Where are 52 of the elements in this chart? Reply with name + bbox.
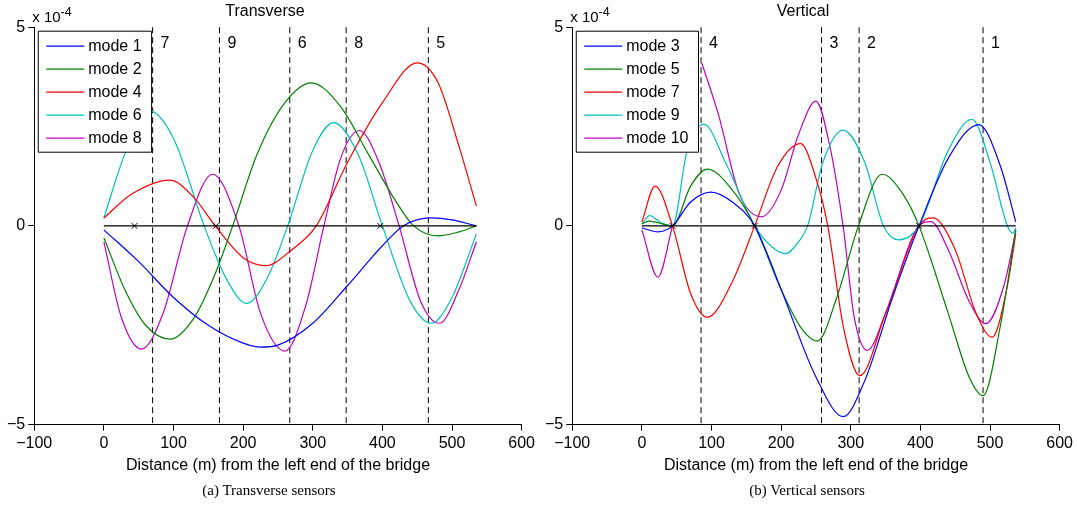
x-tick-label: 400 [369,433,396,451]
legend-label: mode 10 [626,128,689,146]
x-tick-label: 100 [698,433,725,451]
text: (a) Transverse sensors [201,482,337,499]
x-tick-label: −100 [16,433,53,451]
legend-label: mode 5 [626,59,680,77]
y-tick-label: 5 [16,17,26,35]
x-tick-label: 600 [508,433,536,451]
annotation: 1 [991,33,1001,51]
legend-label: mode 8 [88,128,142,146]
x-tick-label: 0 [637,433,647,451]
legend-label: mode 7 [626,82,680,100]
annotation: 5 [436,33,446,51]
text: x 10$^{-4}$ [32,5,72,26]
x-tick-label: 200 [229,433,257,451]
y-tick-label: −5 [6,415,26,433]
legend-label: mode 6 [88,105,142,123]
annotation: 2 [867,33,877,51]
y-tick-label: −5 [544,415,564,433]
x-tick-label: 500 [976,433,1004,451]
annotation: 7 [160,33,170,51]
x-tick-label: 400 [907,433,934,451]
legend-label: mode 1 [88,36,142,54]
x-tick-label: 300 [299,433,327,451]
x-tick-label: 0 [99,433,109,451]
annotation: 9 [227,33,237,51]
y-tick-label: 0 [16,216,26,234]
x-tick-label: 200 [767,433,795,451]
x-axis-title: Distance (m) from the left end of the bridge [663,455,969,473]
line-series [641,168,1017,397]
x-axis-title: Distance (m) from the left end of the bridge [125,455,431,473]
annotation: 6 [297,33,307,51]
chart-title: Vertical [776,2,830,20]
legend-label: mode 2 [88,59,142,77]
legend-label: mode 9 [626,105,680,123]
text: (b) Vertical sensors [748,482,866,499]
legend-label: mode 4 [88,82,142,100]
annotation: 8 [354,33,364,51]
x-tick-label: −100 [554,433,591,451]
x-tick-label: 600 [1046,433,1074,451]
annotation: 3 [829,33,839,51]
legend-label: mode 3 [626,36,680,54]
line-series [641,143,1017,377]
y-tick-label: 5 [554,17,564,35]
x-tick-label: 500 [438,433,466,451]
text: x 10$^{-4}$ [570,5,610,26]
x-tick-label: 100 [160,433,187,451]
chart-title: Transverse [225,2,305,20]
y-tick-label: 0 [554,216,564,234]
x-tick-label: 300 [837,433,865,451]
line-series [103,217,477,348]
annotation: 4 [709,33,719,51]
